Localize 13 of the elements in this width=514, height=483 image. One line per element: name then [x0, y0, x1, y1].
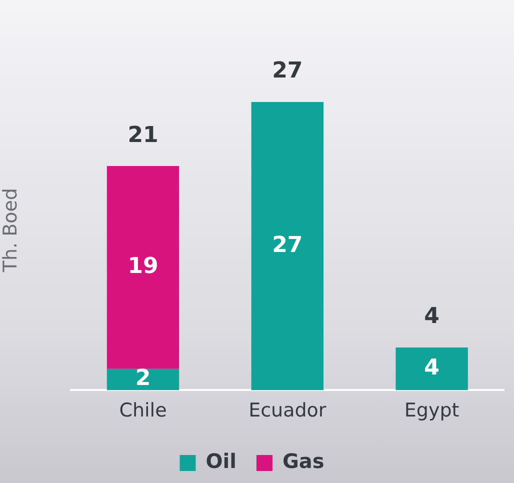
data-label: 4 [424, 356, 440, 381]
y-axis-title: Th. Boed [0, 188, 22, 274]
x-tick-label: Ecuador [248, 400, 326, 422]
total-label: 21 [128, 122, 158, 148]
x-tick-label: Egypt [404, 400, 460, 422]
data-label: 2 [135, 366, 151, 392]
data-label: 27 [272, 232, 303, 258]
x-tick-label: Chile [119, 400, 167, 422]
legend-label: Oil [206, 449, 236, 474]
legend-label: Gas [282, 449, 324, 474]
data-label: 19 [128, 254, 158, 280]
total-label: 27 [272, 58, 303, 84]
total-label: 4 [424, 304, 440, 330]
